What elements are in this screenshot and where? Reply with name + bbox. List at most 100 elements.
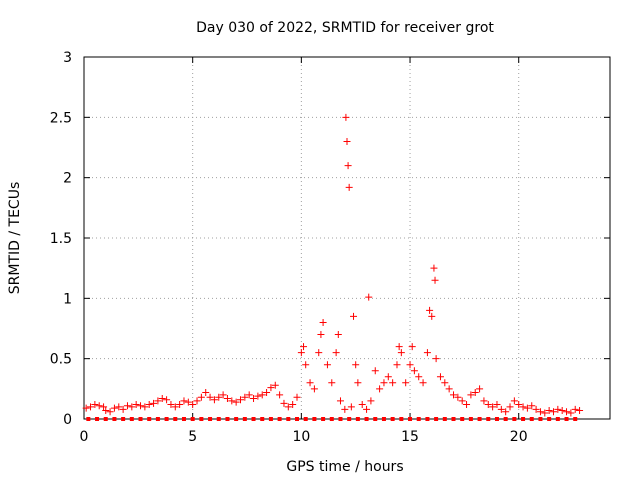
srmtid-point <box>284 403 292 411</box>
srmtid-point <box>567 409 575 417</box>
zero-marker <box>234 417 239 421</box>
srmtid-point <box>484 401 492 409</box>
srmtid-point <box>302 361 310 369</box>
srmtid-point <box>371 367 379 375</box>
srmtid-point <box>232 398 240 406</box>
srmtid-point <box>123 402 131 410</box>
zero-marker <box>147 417 152 421</box>
srmtid-point <box>306 379 314 387</box>
srmtid-point <box>158 394 166 402</box>
y-tick-label: 2.5 <box>50 110 72 126</box>
srmtid-point <box>189 401 197 409</box>
zero-marker <box>399 417 404 421</box>
srmtid-point <box>236 396 244 404</box>
srmtid-point <box>426 306 434 314</box>
srmtid-point <box>436 373 444 381</box>
srmtid-point <box>344 162 352 170</box>
srmtid-point <box>380 379 388 387</box>
zero-marker <box>555 417 560 421</box>
y-tick-label: 1 <box>63 291 72 307</box>
srmtid-point <box>82 404 90 412</box>
chart-title: Day 030 of 2022, SRMTID for receiver gro… <box>196 20 494 36</box>
srmtid-point <box>206 393 214 401</box>
srmtid-point <box>132 401 140 409</box>
zero-marker <box>103 417 108 421</box>
x-axis-label: GPS time / hours <box>286 459 403 475</box>
zero-marker <box>216 417 221 421</box>
srmtid-point <box>384 373 392 381</box>
srmtid-point <box>154 397 162 405</box>
zero-marker <box>129 417 134 421</box>
srmtid-point <box>480 397 488 405</box>
zero-marker <box>121 417 126 421</box>
srmtid-point <box>389 379 397 387</box>
srmtid-point <box>463 401 471 409</box>
srmtid-point <box>150 399 158 407</box>
srmtid-point <box>332 349 340 357</box>
srmtid-point <box>341 405 349 413</box>
zero-marker <box>355 417 360 421</box>
zero-marker <box>251 417 256 421</box>
srmtid-point <box>223 394 231 402</box>
srmtid-point <box>263 388 271 396</box>
zero-marker <box>242 417 247 421</box>
srmtid-point <box>358 401 366 409</box>
srmtid-point <box>110 404 118 412</box>
srmtid-point <box>541 409 549 417</box>
srmtid-point <box>145 401 153 409</box>
srmtid-point <box>280 399 288 407</box>
zero-marker <box>155 417 160 421</box>
zero-marker <box>547 417 552 421</box>
srmtid-point <box>571 405 579 413</box>
srmtid-point <box>100 403 108 411</box>
srmtid-point <box>328 379 336 387</box>
srmtid-point <box>271 381 279 389</box>
srmtid-point <box>141 403 149 411</box>
srmtid-point <box>493 401 501 409</box>
zero-marker <box>373 417 378 421</box>
srmtid-point <box>167 401 175 409</box>
zero-marker <box>451 417 456 421</box>
srmtid-point <box>545 407 553 415</box>
srmtid-point <box>297 349 305 357</box>
srmtid-point <box>202 388 210 396</box>
zero-marker <box>190 417 195 421</box>
srmtid-point <box>258 391 266 399</box>
srmtid-point <box>228 397 236 405</box>
srmtid-point <box>102 407 110 415</box>
srmtid-point <box>454 393 462 401</box>
srmtid-point <box>432 355 440 363</box>
srmtid-point <box>310 385 318 393</box>
srmtid-point <box>300 343 308 351</box>
srmtid-point <box>219 391 227 399</box>
srmtid-point <box>563 408 571 416</box>
srmtid-point <box>554 405 562 413</box>
srmtid-point <box>502 408 510 416</box>
zero-marker <box>347 417 352 421</box>
srmtid-point <box>450 391 458 399</box>
zero-marker <box>512 417 517 421</box>
zero-marker <box>364 417 369 421</box>
srmtid-point <box>558 407 566 415</box>
zero-marker <box>260 417 265 421</box>
zero-marker <box>564 417 569 421</box>
srmtid-point <box>193 397 201 405</box>
srmtid-point <box>319 318 327 326</box>
srmtid-point <box>408 343 416 351</box>
srmtid-point <box>184 398 192 406</box>
zero-marker <box>181 417 186 421</box>
zero-marker <box>434 417 439 421</box>
srmtid-point <box>95 402 103 410</box>
srmtid-point <box>106 408 114 416</box>
srmtid-point <box>365 293 373 301</box>
srmtid-point <box>215 393 223 401</box>
srmtid-point <box>489 403 497 411</box>
srmtid-point <box>87 403 95 411</box>
srmtid-point <box>576 407 584 415</box>
srmtid-point <box>323 361 331 369</box>
srmtid-point <box>180 397 188 405</box>
y-tick-label: 0.5 <box>50 352 72 368</box>
srmtid-point <box>210 396 218 404</box>
srmtid-point <box>350 312 358 320</box>
zero-marker <box>277 417 282 421</box>
